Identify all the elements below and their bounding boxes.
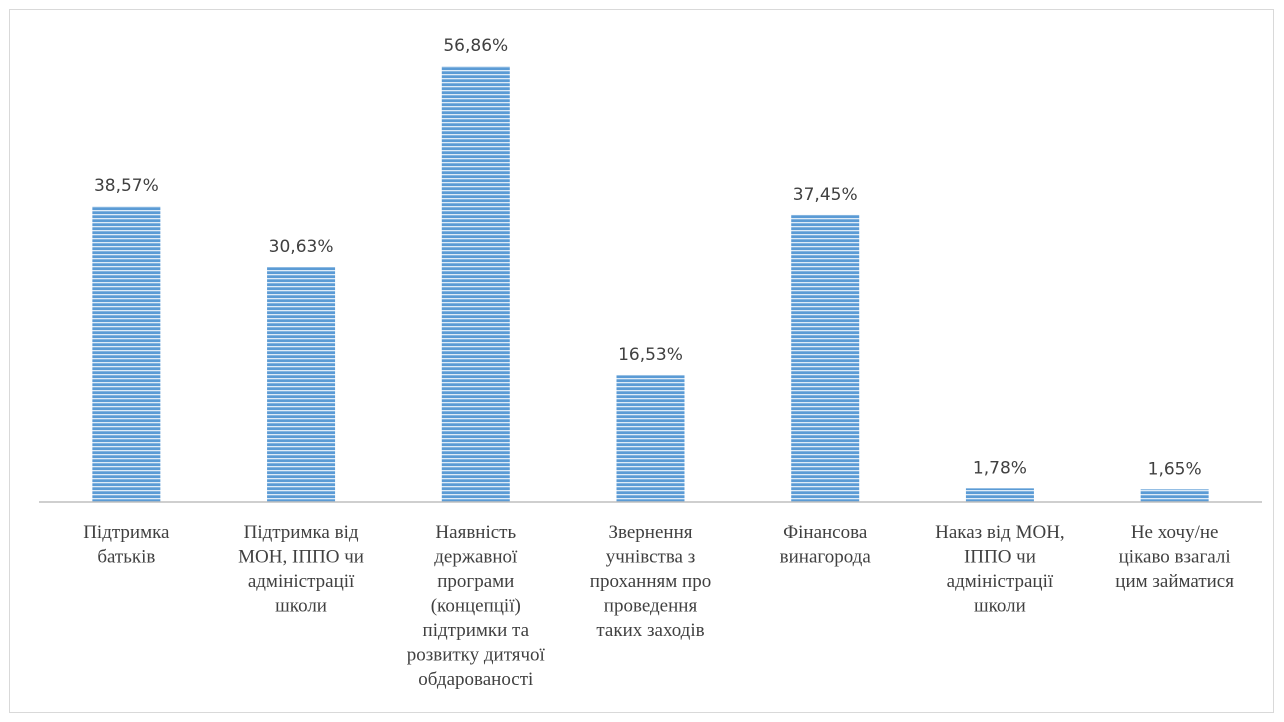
category-label-line: Звернення (609, 522, 693, 543)
category-label-line: Наказ від МОН, (935, 522, 1065, 543)
data-label-2: 30,63% (269, 237, 334, 257)
bar-4 (616, 375, 685, 502)
labels-layer: 38,57% Підтримка батьків 30,63% Підтримка ві… (83, 36, 1234, 690)
data-label-5: 37,45% (793, 185, 858, 205)
category-label-line: учнівства з (606, 547, 696, 568)
category-label-7: Не хочу/не цікаво взагалі цим займатися (1115, 522, 1234, 592)
category-label-line: обдарованості (418, 669, 533, 690)
bar-5 (791, 214, 860, 503)
category-label-line: розвитку дитячої (407, 645, 546, 666)
bars-layer (92, 66, 1209, 503)
category-label-line: ІППО чи (964, 547, 1036, 568)
category-label-line: таких заходів (596, 620, 704, 641)
category-label-line: школи (974, 596, 1026, 617)
category-label-line: Підтримка від (244, 522, 359, 543)
category-label-line: Наявність (435, 522, 516, 543)
category-label-line: школи (275, 596, 327, 617)
bar-2 (267, 267, 336, 502)
data-label-1: 38,57% (94, 176, 159, 196)
data-label-3: 56,86% (443, 36, 508, 56)
category-label-5: Фінансова винагорода (780, 522, 872, 568)
bar-1 (92, 206, 161, 502)
category-label-line: Фінансова (783, 522, 868, 543)
category-label-line: адміністрації (248, 571, 355, 592)
category-label-6: Наказ від МОН, ІППО чи адміністрації школи (935, 522, 1065, 617)
bar-7 (1140, 489, 1209, 502)
category-label-line: проведення (604, 596, 698, 617)
category-label-line: адміністрації (947, 571, 1054, 592)
category-label-line: підтримки та (423, 620, 530, 641)
category-label-line: державної (434, 547, 518, 568)
category-label-line: проханням про (590, 571, 711, 592)
category-label-line: батьків (97, 547, 155, 568)
chart-frame (9, 9, 1274, 713)
category-label-2: Підтримка від МОН, ІППО чи адміністрації шк… (238, 522, 364, 617)
data-label-7: 1,65% (1148, 459, 1202, 479)
data-label-4: 16,53% (618, 345, 683, 365)
category-label-line: програми (437, 571, 514, 592)
category-label-line: цим займатися (1115, 571, 1234, 592)
data-label-6: 1,78% (973, 458, 1027, 478)
category-label-4: Звернення учнівства з проханням про проведе… (590, 522, 711, 641)
bar-6 (965, 488, 1034, 502)
category-label-line: (концепції) (431, 596, 521, 617)
category-label-line: цікаво взагалі (1119, 547, 1231, 568)
category-label-line: винагорода (780, 547, 872, 568)
category-label-1: Підтримка батьків (83, 522, 170, 568)
category-label-line: Не хочу/не (1131, 522, 1219, 543)
category-label-line: Підтримка (83, 522, 170, 543)
bar-3 (441, 66, 510, 502)
category-label-3: Наявність державної програми (концепції) під… (407, 522, 546, 690)
category-label-line: МОН, ІППО чи (238, 547, 364, 568)
